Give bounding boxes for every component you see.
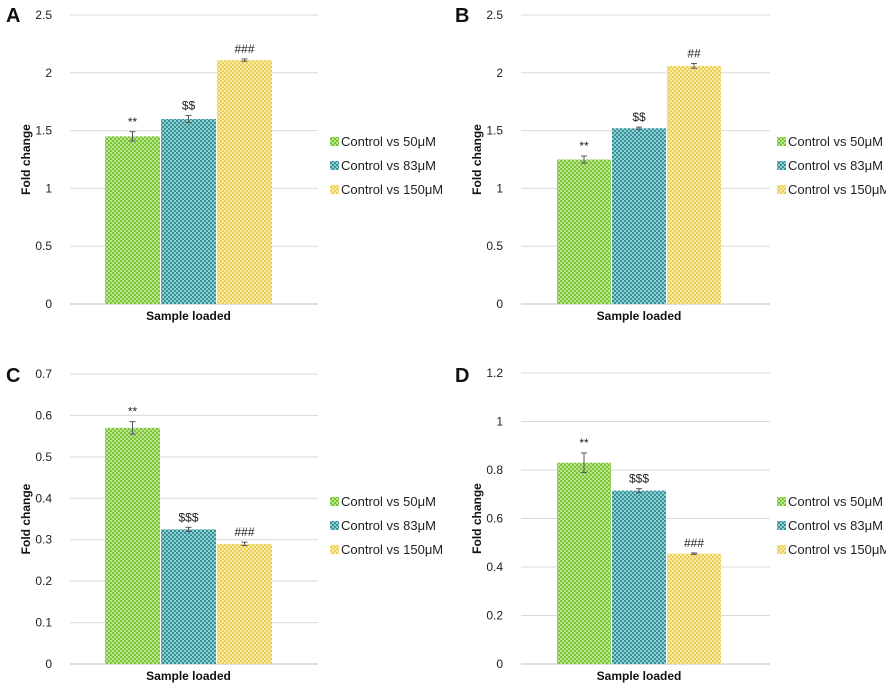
y-tick-label: 2 xyxy=(45,66,52,80)
bar-3[interactable] xyxy=(667,553,721,664)
y-tick-label: 0.4 xyxy=(486,560,503,574)
bar-3[interactable] xyxy=(217,543,272,664)
y-tick-label: 0.3 xyxy=(35,533,52,547)
bar-3[interactable] xyxy=(667,65,721,304)
y-tick-label: 0.4 xyxy=(35,491,52,505)
significance-label: ** xyxy=(128,405,138,419)
legend-label-2: Control vs 83μM xyxy=(341,158,436,173)
legend-swatch-2 xyxy=(330,521,339,530)
chart-panel-a: A 0 0.5 1 1.5 2 2.5 Fold change ** $$ ### Sample lo… xyxy=(6,5,443,323)
legend-swatch-3 xyxy=(777,545,786,554)
legend-label-3: Control vs 150μM xyxy=(788,542,886,557)
significance-label: $$$ xyxy=(629,472,649,486)
y-tick-label: 0.8 xyxy=(486,463,503,477)
bar-2[interactable] xyxy=(161,119,216,304)
bar-2[interactable] xyxy=(161,529,216,664)
bar-2[interactable] xyxy=(612,128,666,304)
bar-1[interactable] xyxy=(557,159,611,305)
bar-2[interactable] xyxy=(612,490,666,664)
legend-swatch-2 xyxy=(777,521,786,530)
x-axis-title: Sample loaded xyxy=(146,309,231,323)
y-tick-label: 1.2 xyxy=(486,366,503,380)
y-tick-label: 1 xyxy=(45,181,52,195)
significance-label: $$ xyxy=(182,99,196,113)
legend-swatch-1 xyxy=(330,497,339,506)
y-tick-label: 2 xyxy=(496,66,503,80)
legend-label-1: Control vs 50μM xyxy=(341,134,436,149)
legend-label-3: Control vs 150μM xyxy=(341,542,443,557)
panel-letter: D xyxy=(455,365,469,387)
significance-label: ** xyxy=(579,139,589,153)
legend-swatch-3 xyxy=(330,545,339,554)
y-tick-label: 0.5 xyxy=(35,450,52,464)
bar-1[interactable] xyxy=(557,462,611,664)
significance-label: ## xyxy=(687,47,701,61)
y-tick-label: 1.5 xyxy=(35,124,52,138)
y-axis-title: Fold change xyxy=(19,483,33,554)
chart-panel-b: B 0 0.5 1 1.5 2 2.5 Fold change ** $$ ## Sample loa… xyxy=(455,5,886,323)
significance-label: ### xyxy=(684,536,704,550)
significance-label: $$$ xyxy=(178,510,198,524)
chart-panel-d: D 0 0.2 0.4 0.6 0.8 1 1.2 Fold change ** $$$ ### Sam… xyxy=(455,365,886,683)
y-tick-label: 1 xyxy=(496,181,503,195)
legend-swatch-2 xyxy=(777,161,786,170)
legend-swatch-1 xyxy=(777,497,786,506)
y-axis-title: Fold change xyxy=(470,124,484,195)
significance-label: ### xyxy=(234,525,254,539)
x-axis-title: Sample loaded xyxy=(597,309,682,323)
y-tick-label: 0.6 xyxy=(486,512,503,526)
y-tick-label: 0.5 xyxy=(486,239,503,253)
significance-label: ### xyxy=(234,42,254,56)
bar-1[interactable] xyxy=(105,427,160,664)
legend-label-2: Control vs 83μM xyxy=(788,518,883,533)
panel-letter: B xyxy=(455,5,469,27)
y-tick-label: 0 xyxy=(496,657,503,671)
significance-label: $$ xyxy=(632,110,646,124)
x-axis-title: Sample loaded xyxy=(146,669,231,683)
y-tick-label: 0.2 xyxy=(486,609,503,623)
significance-label: ** xyxy=(579,436,589,450)
chart-panel-c: C 0 0.1 0.2 0.3 0.4 0.5 0.6 0.7 Fold change ** $$$ #… xyxy=(6,365,443,683)
y-tick-label: 0.6 xyxy=(35,408,52,422)
y-tick-label: 2.5 xyxy=(35,8,52,22)
legend-label-2: Control vs 83μM xyxy=(341,518,436,533)
y-tick-label: 0 xyxy=(45,297,52,311)
legend-swatch-3 xyxy=(777,185,786,194)
legend-swatch-1 xyxy=(330,137,339,146)
panel-letter: A xyxy=(6,5,20,27)
y-tick-label: 0.2 xyxy=(35,574,52,588)
y-tick-label: 1.5 xyxy=(486,124,503,138)
legend-label-2: Control vs 83μM xyxy=(788,158,883,173)
panel-letter: C xyxy=(6,365,20,387)
y-tick-label: 2.5 xyxy=(486,8,503,22)
legend-label-1: Control vs 50μM xyxy=(341,494,436,509)
legend-label-1: Control vs 50μM xyxy=(788,494,883,509)
legend-label-3: Control vs 150μM xyxy=(788,182,886,197)
legend-swatch-2 xyxy=(330,161,339,170)
y-tick-label: 0.5 xyxy=(35,239,52,253)
significance-label: ** xyxy=(128,115,138,129)
y-axis-title: Fold change xyxy=(19,124,33,195)
bar-3[interactable] xyxy=(217,60,272,304)
y-tick-label: 0.1 xyxy=(35,616,52,630)
y-tick-label: 0 xyxy=(496,297,503,311)
y-tick-label: 1 xyxy=(496,415,503,429)
legend-swatch-3 xyxy=(330,185,339,194)
y-axis-title: Fold change xyxy=(470,483,484,554)
y-tick-label: 0 xyxy=(45,657,52,671)
bar-1[interactable] xyxy=(105,136,160,304)
legend-label-1: Control vs 50μM xyxy=(788,134,883,149)
legend-swatch-1 xyxy=(777,137,786,146)
legend-label-3: Control vs 150μM xyxy=(341,182,443,197)
y-tick-label: 0.7 xyxy=(35,367,52,381)
x-axis-title: Sample loaded xyxy=(597,669,682,683)
